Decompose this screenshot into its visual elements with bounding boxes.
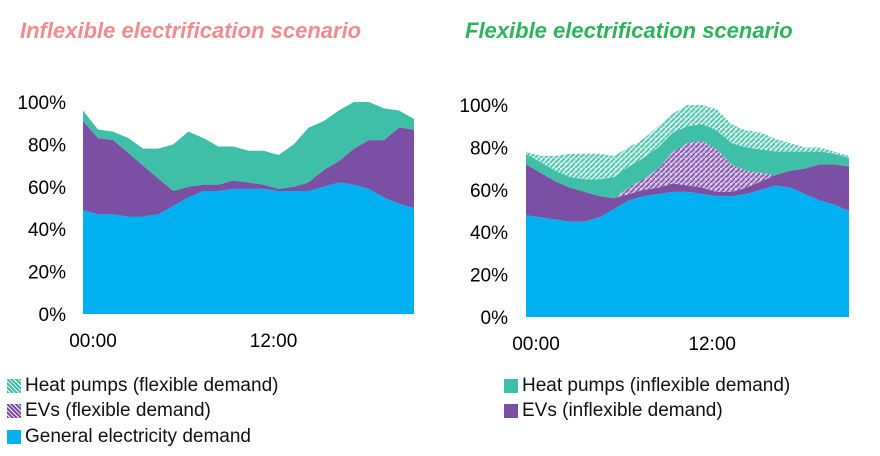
legend-swatch-heat-pumps-inflexible xyxy=(504,379,518,393)
left-chart-title: Inflexible electrification scenario xyxy=(20,18,362,43)
legend: Heat pumps (flexible demand) EVs (flexib… xyxy=(0,372,880,456)
area-heat-hatched-heat-pumps-flexible-demand- xyxy=(526,105,849,180)
legend-label: General electricity demand xyxy=(25,426,251,447)
x-tick-label: 12:00 xyxy=(250,331,298,352)
area-ev-solid-evs-inflexible-demand- xyxy=(83,121,414,217)
legend-item-general-demand: General electricity demand xyxy=(7,426,251,448)
legend-item-heat-pumps-flexible: Heat pumps (flexible demand) xyxy=(7,375,278,397)
y-tick-label: 20% xyxy=(470,266,508,287)
y-tick-label: 0% xyxy=(39,305,67,326)
area-heat-solid-heat-pumps-inflexible-demand- xyxy=(83,102,414,192)
x-tick-label: 00:00 xyxy=(69,331,117,352)
right-chart-title: Flexible electrification scenario xyxy=(465,18,793,43)
y-tick-label: 0% xyxy=(481,308,509,329)
legend-swatch-heat-pumps-flexible xyxy=(7,379,21,393)
left-stacked-area-chart: 0% 20% 40% 60% 80% 100% 00:00 12:00 xyxy=(17,93,414,352)
area-heat-solid-heat-pumps-inflexible-demand- xyxy=(526,124,849,199)
y-tick-label: 40% xyxy=(470,223,508,244)
legend-label: EVs (inflexible demand) xyxy=(522,400,723,421)
y-tick-label: 20% xyxy=(28,263,66,284)
y-tick-label: 80% xyxy=(470,138,508,159)
area-general-solid-general-electricity-demand xyxy=(83,182,414,314)
legend-item-evs-flexible: EVs (flexible demand) xyxy=(7,400,211,422)
area-general-solid-general-electricity-demand xyxy=(526,185,849,317)
legend-label: EVs (flexible demand) xyxy=(25,400,211,421)
legend-swatch-evs-inflexible xyxy=(504,404,518,418)
x-tick-label: 12:00 xyxy=(688,334,736,355)
legend-swatch-general-demand xyxy=(7,430,21,444)
right-stacked-area-chart: 0% 20% 40% 60% 80% 100% 00:00 12:00 xyxy=(459,96,849,355)
y-tick-label: 100% xyxy=(459,96,508,117)
legend-item-heat-pumps-inflexible: Heat pumps (inflexible demand) xyxy=(504,375,790,397)
legend-label: Heat pumps (flexible demand) xyxy=(25,375,279,396)
y-tick-label: 100% xyxy=(17,93,66,114)
y-tick-label: 60% xyxy=(470,181,508,202)
legend-swatch-evs-flexible xyxy=(7,404,21,418)
y-tick-label: 80% xyxy=(28,135,66,156)
legend-label: Heat pumps (inflexible demand) xyxy=(522,375,791,396)
y-tick-label: 60% xyxy=(28,178,66,199)
x-tick-label: 00:00 xyxy=(512,334,560,355)
area-ev-solid-evs-inflexible-demand- xyxy=(526,164,849,222)
area-ev-hatched-evs-flexible-demand- xyxy=(526,141,849,199)
y-tick-label: 40% xyxy=(28,220,66,241)
legend-item-evs-inflexible: EVs (inflexible demand) xyxy=(504,400,723,422)
